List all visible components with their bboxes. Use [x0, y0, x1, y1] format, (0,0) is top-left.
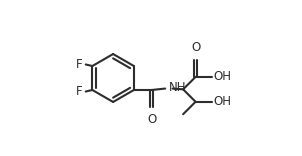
Text: O: O [191, 41, 200, 54]
Text: F: F [76, 85, 83, 98]
Text: NH: NH [169, 81, 186, 94]
Text: OH: OH [213, 70, 231, 83]
Text: F: F [76, 58, 83, 71]
Text: O: O [147, 113, 156, 126]
Text: OH: OH [213, 95, 231, 108]
